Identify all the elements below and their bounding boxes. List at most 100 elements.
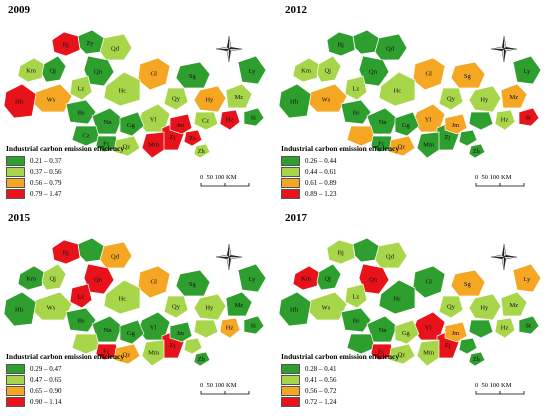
region-label: Gl — [150, 71, 157, 78]
scale-tick: 50 — [481, 382, 489, 389]
region-label: Gl — [425, 279, 432, 286]
region-qd — [99, 33, 133, 61]
region-label: Mz — [509, 302, 518, 309]
legend-swatch — [281, 374, 300, 385]
region-ly — [512, 55, 542, 85]
region-label: Bj — [338, 249, 344, 256]
region-jm — [444, 113, 468, 135]
region-ly — [512, 263, 542, 293]
region-label: Hc — [394, 87, 402, 94]
region-mz — [500, 83, 528, 109]
region-label: Qy — [447, 303, 456, 310]
legend-swatch — [281, 155, 300, 166]
region-hz — [494, 317, 516, 339]
region-qj — [316, 263, 342, 291]
region-bs — [340, 99, 372, 125]
region-sg — [175, 269, 211, 297]
region-fc — [95, 135, 119, 153]
scale-tick: 100 KM — [214, 174, 237, 181]
region-label: Zj — [170, 342, 176, 349]
legend-label: 0.29 – 0.47 — [30, 364, 62, 373]
scale-bar-line — [200, 183, 250, 187]
legend-item: 0.65 – 0.90 — [6, 385, 124, 396]
region-km — [17, 57, 45, 83]
region-zh — [468, 143, 486, 159]
region-label: Sg — [464, 73, 472, 80]
region-label: Qn — [369, 276, 378, 283]
region-qd — [374, 33, 408, 61]
region-sg — [450, 61, 486, 89]
choropleth-map: Bj Km Qj Zy Qd Gl Qn Hc Lz Ws Hh Bs Nn Yl Gg Cz Fc Qz Zj Mm… — [3, 29, 267, 159]
region-label: Mm — [423, 349, 434, 356]
region-gg — [119, 111, 145, 137]
map-legend: Industrial carbon emission efficiency 0.… — [6, 352, 124, 407]
region-label: St — [525, 323, 531, 330]
region-label: Qd — [386, 254, 395, 261]
region-label: Bj — [338, 41, 344, 48]
legend-swatch — [6, 155, 25, 166]
legend-item: 0.90 – 1.14 — [6, 396, 124, 407]
region-qd — [99, 241, 133, 269]
region-hc — [103, 279, 141, 315]
region-label: Ly — [524, 276, 532, 283]
legend-swatch — [6, 396, 25, 407]
region-label: Qn — [94, 68, 103, 75]
region-hh — [278, 291, 312, 327]
region-zh — [193, 351, 211, 367]
region-cz — [71, 333, 101, 355]
region-label: Qz — [398, 143, 406, 150]
region-label: Hh — [15, 99, 24, 106]
region-lz — [69, 283, 93, 309]
legend-item: 0.79 – 1.47 — [6, 188, 124, 199]
region-label: Gl — [150, 279, 157, 286]
region-label: Nn — [379, 327, 388, 334]
region-hc — [378, 71, 416, 107]
scale-bar: 0 50 100 KM — [200, 174, 250, 187]
legend-item: 0.61 – 0.89 — [281, 177, 399, 188]
panel-year: 2015 — [8, 212, 30, 224]
legend-label: 0.37 – 0.56 — [30, 167, 62, 176]
north-arrow-icon — [215, 35, 243, 63]
scale-tick: 50 — [481, 174, 489, 181]
region-label: Nn — [104, 119, 113, 126]
region-qn — [83, 55, 115, 87]
region-qj — [41, 55, 67, 83]
map-legend: Industrial carbon emission efficiency 0.… — [281, 144, 399, 199]
legend-swatch — [281, 396, 300, 407]
region-st — [518, 107, 540, 127]
region-label: Fc — [378, 141, 385, 148]
region-hy — [468, 293, 502, 321]
region-fc — [370, 135, 394, 153]
region-label: Ws — [322, 97, 331, 104]
region-label: Zh — [473, 148, 481, 155]
legend-swatch — [281, 177, 300, 188]
region-label: Fc — [103, 141, 110, 148]
region-bj — [51, 31, 81, 57]
region-qy — [438, 87, 464, 111]
region-ly — [237, 55, 267, 85]
legend-title: Industrial carbon emission efficiency — [281, 352, 400, 361]
region-label: Fc — [103, 349, 110, 356]
legend-item: 0.28 – 0.41 — [281, 363, 399, 374]
legend-item: 0.21 – 0.37 — [6, 155, 124, 166]
region-hy — [468, 85, 502, 113]
region-label: Qd — [111, 254, 120, 261]
region-qn — [83, 263, 115, 295]
scale-tick: 50 — [206, 174, 214, 181]
region-hc — [378, 279, 416, 315]
region-label: Lz — [352, 293, 359, 300]
region-bs — [65, 99, 97, 125]
legend-label: 0.41 – 0.56 — [305, 375, 337, 384]
legend-label: 0.26 – 0.44 — [305, 156, 337, 165]
region-qy — [163, 295, 189, 319]
region-label: Ws — [47, 97, 56, 104]
region-label: Cz — [82, 133, 89, 140]
region-label: Gg — [127, 122, 136, 129]
legend-swatch — [6, 177, 25, 188]
legend-swatch — [6, 385, 25, 396]
scale-bar: 0 50 100 KM — [475, 382, 525, 395]
region-label: Qz — [123, 351, 131, 358]
region-hz — [494, 109, 516, 131]
region-label: Km — [26, 276, 36, 283]
choropleth-map: Bj Km Qj Qd Gl Qn Hc Lz Ws Hh Bs Nn Yl Gg Fc Qz Zj Mm Sg Qy… — [278, 29, 542, 159]
